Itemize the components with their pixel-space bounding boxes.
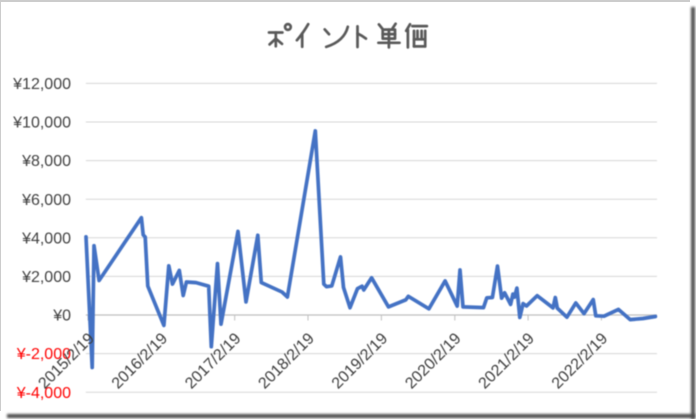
svg-text:¥2,000: ¥2,000	[21, 269, 71, 286]
svg-text:2022/2/19: 2022/2/19	[549, 330, 611, 392]
svg-text:¥0: ¥0	[52, 308, 71, 325]
svg-text:¥6,000: ¥6,000	[21, 192, 71, 209]
svg-text:¥4,000: ¥4,000	[21, 230, 71, 247]
svg-text:2019/2/19: 2019/2/19	[329, 330, 391, 392]
svg-text:2020/2/19: 2020/2/19	[402, 330, 464, 392]
svg-text:2021/2/19: 2021/2/19	[476, 330, 538, 392]
svg-text:2016/2/19: 2016/2/19	[109, 330, 171, 392]
svg-text:¥12,000: ¥12,000	[12, 76, 71, 93]
svg-text:¥10,000: ¥10,000	[12, 115, 71, 132]
svg-text:2018/2/19: 2018/2/19	[255, 330, 317, 392]
svg-text:¥8,000: ¥8,000	[21, 153, 71, 170]
svg-text:¥-2,000: ¥-2,000	[16, 346, 71, 363]
svg-text:¥-4,000: ¥-4,000	[16, 385, 71, 402]
